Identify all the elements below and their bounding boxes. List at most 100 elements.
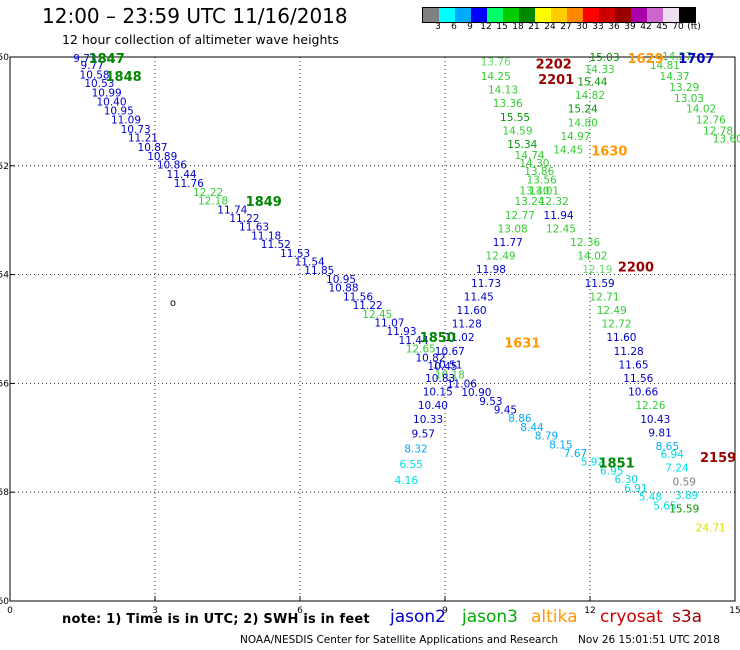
y-tick-label: -50 <box>0 53 9 63</box>
swh-value: 14.59 <box>502 125 532 137</box>
swh-value: 11.28 <box>452 319 482 331</box>
legend-swatch <box>647 8 663 22</box>
swh-value: 11.44 <box>167 169 197 181</box>
swh-value: 11.65 <box>618 359 648 371</box>
swh-value: 10.45 <box>428 361 458 373</box>
swh-value: 6.30 <box>615 474 638 486</box>
x-tick-label: 6 <box>297 606 303 616</box>
swh-value: 11.93 <box>386 326 416 338</box>
swh-value: 14.02 <box>686 104 716 116</box>
x-tick-label: 12 <box>584 606 595 616</box>
swh-value: 13.36 <box>493 98 523 110</box>
pass-time-label: 1851 <box>598 456 634 471</box>
swh-value: 14.30 <box>519 158 549 170</box>
swh-value: 9.53 <box>479 396 502 408</box>
swh-value: 14.13 <box>488 85 518 97</box>
legend-swatch <box>535 8 551 22</box>
footer-timestamp: Nov 26 15:01:51 UTC 2018 <box>578 634 720 646</box>
swh-value: 9.77 <box>80 60 103 72</box>
swh-value: 8.32 <box>404 444 427 456</box>
swh-value: 10.99 <box>92 87 122 99</box>
pass-time-label: 2200 <box>618 260 654 275</box>
swh-value: 13.60 <box>713 134 740 146</box>
swh-value: 11.06 <box>447 378 477 390</box>
swh-value: 10.73 <box>121 124 151 136</box>
pass-time-label: 1849 <box>246 195 282 210</box>
x-tick-label: 15 <box>729 606 740 616</box>
swh-value: 13.03 <box>674 93 704 105</box>
swh-value: 10.15 <box>423 387 453 399</box>
pass-time-label: 2159 <box>700 451 736 466</box>
swh-value: 10.95 <box>326 274 356 286</box>
swh-value: 15.44 <box>577 76 607 88</box>
swh-value: 12.22 <box>193 187 223 199</box>
swh-value: 11.94 <box>544 210 574 222</box>
y-tick-label: -54 <box>0 271 9 281</box>
satellite-s3a: s3a <box>672 607 703 627</box>
swh-value: 9.57 <box>412 428 435 440</box>
swh-value: 9.81 <box>648 427 671 439</box>
pass-time-label: 2202 <box>536 58 572 73</box>
page-subtitle: 12 hour collection of altimeter wave hei… <box>62 32 339 47</box>
map-marker: o <box>170 298 176 309</box>
swh-value: 6.94 <box>660 449 684 461</box>
legend-swatch <box>487 8 503 22</box>
swh-value: 10.40 <box>418 400 448 412</box>
swh-value: 7.24 <box>665 463 689 475</box>
swh-value: 11.60 <box>606 332 636 344</box>
pass-time-label: 1847 <box>89 52 125 67</box>
swh-value: 12.36 <box>570 237 600 249</box>
legend-swatch <box>679 8 695 22</box>
legend-swatch <box>519 8 535 22</box>
legend-swatch <box>551 8 567 22</box>
swh-value: 12.45 <box>362 309 392 321</box>
swh-value: 8.44 <box>520 422 544 434</box>
note-text: note: 1) Time is in UTC; 2) SWH is in fe… <box>62 612 370 627</box>
swh-value: 13.08 <box>498 223 528 235</box>
pass-labels: 1847 1848 1849 1850 1851 1629 1630 1631 22022201… <box>89 52 737 471</box>
swh-value: 3.89 <box>675 490 698 502</box>
pass-time-label: 1629 <box>627 52 663 67</box>
legend-label: 18 <box>512 22 524 32</box>
legend-label: 39 <box>624 22 636 32</box>
swh-value: 11.45 <box>464 291 494 303</box>
swh-value: 11.18 <box>251 230 281 242</box>
legend-label: 42 <box>640 22 652 32</box>
legend-label: 21 <box>528 22 540 32</box>
legend-label: 24 <box>544 22 556 32</box>
swh-value: 7.67 <box>564 448 587 460</box>
swh-value: 11.21 <box>128 133 158 145</box>
swh-value: 13.29 <box>669 82 699 94</box>
swh-value: 12.32 <box>539 196 569 208</box>
swh-value: 12.71 <box>589 291 619 303</box>
swh-value: 12.18 <box>198 196 228 208</box>
swh-value: 10.18 <box>435 370 465 382</box>
swh-value: 14.27 <box>662 51 692 63</box>
swh-value: 0.59 <box>673 476 696 488</box>
swh-value: 11.52 <box>261 239 291 251</box>
swh-value: 12.45 <box>546 223 576 235</box>
swh-value: 11.63 <box>239 222 269 234</box>
swh-value: 13.01 <box>529 185 559 197</box>
swh-value: 8.86 <box>508 413 532 425</box>
swh-value: 14.02 <box>577 251 607 263</box>
swh-value: 12.78 <box>703 125 733 137</box>
satellite-jason2: jason2 <box>390 607 446 627</box>
swh-value: 10.40 <box>96 97 126 109</box>
pass-time-label: 1630 <box>591 145 627 160</box>
legend-swatch <box>631 8 647 22</box>
swh-value: 4.16 <box>395 475 419 487</box>
legend-label: 6 <box>451 22 457 32</box>
swh-value: 14.33 <box>585 64 615 76</box>
swh-value: 15.34 <box>507 139 537 151</box>
swh-value: 11.44 <box>399 335 429 347</box>
swh-value: 11.22 <box>229 213 259 225</box>
legend-label: (ft) <box>687 22 701 32</box>
swh-value: 12.72 <box>602 319 632 331</box>
swh-value: 12.19 <box>582 264 612 276</box>
swh-value: 13.24 <box>515 196 545 208</box>
legend-label: 36 <box>608 22 620 32</box>
legend-swatch <box>663 8 679 22</box>
legend-label: 70 <box>672 22 684 32</box>
x-tick-label: 9 <box>442 606 448 616</box>
